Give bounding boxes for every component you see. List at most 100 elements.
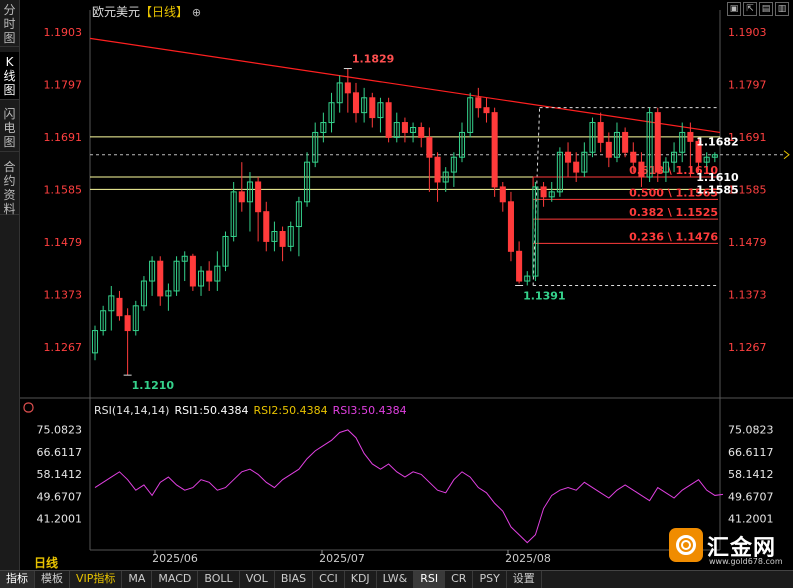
candle-body [157,260,164,297]
price-tick-left: 1.1585 [44,183,83,196]
layout-icon[interactable]: ▣ [727,2,741,16]
time-tick-label: 2025/07 [319,552,365,565]
candle-body [630,151,637,163]
add-symbol-icon[interactable]: ⊕ [191,6,202,19]
candle-body [581,151,588,173]
price-tick-left: 1.1903 [44,26,83,39]
candle-body [491,112,498,188]
time-tick-label: 2025/08 [505,552,551,565]
chart-canvas[interactable]: 1.1903 1.1903 1.1797 1.1797 1.1691 1.1691 1.15… [20,0,793,570]
price-annotation: 1.1391 [523,289,565,302]
expand-icon[interactable]: ⇱ [743,2,757,16]
candle-body [369,97,376,119]
price-tick-right: 1.1797 [728,78,767,91]
split-icon[interactable]: ▤ [759,2,773,16]
rsi-tick-right: 75.0823 [728,424,774,437]
grid-icon[interactable]: ▥ [775,2,789,16]
sidebar: 分时图 K线图 闪电图 合约资料 [0,0,20,570]
rsi-series-line [94,429,724,544]
candle-body [573,161,580,173]
indicator-tab-lw[interactable]: LW& [377,571,415,588]
price-tick-left: 1.1373 [44,288,83,301]
sidebar-tab-flash[interactable]: 闪电图 [0,104,19,152]
price-tick-left: 1.1479 [44,236,83,249]
candle-body [524,275,531,282]
indicator-tab-cn0[interactable]: 指标 [0,571,35,588]
candle-body [222,235,229,267]
indicator-tab-cn14[interactable]: 设置 [507,571,542,588]
candle-body [246,181,253,203]
candle-body [507,201,514,252]
candle-body [671,151,678,163]
indicator-tab-macd[interactable]: MACD [152,571,199,588]
sidebar-tab-kline[interactable]: K线图 [0,52,19,100]
candle-body [271,231,278,242]
candle-body [605,141,612,158]
chart-area[interactable]: 1.1903 1.1903 1.1797 1.1797 1.1691 1.1691 1.15… [20,0,793,570]
price-annotation: 1.1829 [352,53,394,66]
candle-body [124,315,131,332]
candle-body [181,255,188,262]
indicator-tab-vol[interactable]: VOL [240,571,275,588]
rsi-legend-title: RSI(14,14,14) [94,404,169,417]
candle-body [654,112,661,173]
trendline [89,37,721,134]
candle-body [450,156,457,173]
candle-body [483,107,490,114]
indicator-tab-cn1[interactable]: 模板 [35,571,70,588]
time-tick-label: 2025/06 [152,552,198,565]
indicator-tab-rsi[interactable]: RSI [414,571,446,588]
price-annotation: 1.1585 [696,183,738,196]
candle-body [393,122,400,138]
candle-body [662,161,669,173]
price-tick-left: 1.1267 [44,341,83,354]
rsi-tick-left: 49.6707 [37,490,83,503]
indicator-tab-cci[interactable]: CCI [313,571,345,588]
candle-body [304,161,311,203]
indicator-tab-ma[interactable]: MA [122,571,153,588]
price-tick-right: 1.1479 [728,236,767,249]
price-tick-left: 1.1691 [44,131,83,144]
indicator-tab-vip[interactable]: VIP指标 [70,571,123,588]
period-label[interactable]: 日线 [34,556,59,570]
logo-name: 汇金网 [707,536,777,561]
candle-body [263,211,270,242]
candle-body [458,131,466,158]
indicator-tab-psy[interactable]: PSY [473,571,507,588]
indicator-settings-icon [23,402,34,413]
candle-body [565,151,572,163]
candle-body [426,136,433,158]
site-logo: 汇金网 www.gold678.com [669,528,783,568]
candle-body [344,82,351,94]
candle-body [336,82,343,104]
candle-body [556,151,563,193]
indicator-tab-cr[interactable]: CR [445,571,474,588]
sidebar-tab-timeshare[interactable]: 分时图 [0,0,19,47]
candle-body [165,290,172,297]
price-tick-right: 1.1903 [728,26,767,39]
candle-body [499,186,506,203]
indicator-tab-bias[interactable]: BIAS [275,571,314,588]
price-tick-right: 1.1267 [728,341,767,354]
candle-body [238,191,245,203]
candle-body [377,102,384,119]
rsi-tick-right: 49.6707 [728,490,774,503]
candle-body [108,295,115,312]
candle-body [442,171,449,183]
price-tick-right: 1.1585 [728,183,767,196]
candle-body [197,270,205,287]
candle-body [116,297,123,317]
indicator-tab-boll[interactable]: BOLL [198,571,240,588]
rsi-tick-left: 66.6117 [37,446,83,459]
candle-body [516,250,523,282]
candle-body [287,226,294,247]
candle-body [295,201,302,228]
candle-body [589,122,596,153]
candle-body [328,102,335,124]
candle-body [206,270,213,282]
sidebar-tab-contract-info[interactable]: 合约资料 [0,157,19,216]
rsi-tick-left: 58.1412 [37,468,83,481]
candle-body [214,265,221,282]
indicator-tab-kdj[interactable]: KDJ [345,571,377,588]
symbol-name: 欧元美元 [92,5,141,19]
